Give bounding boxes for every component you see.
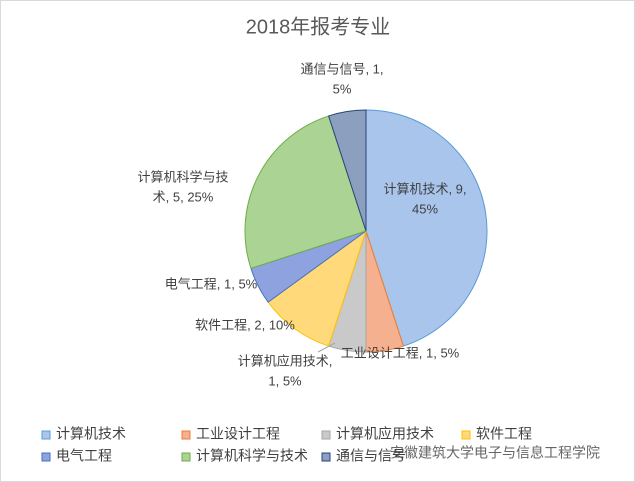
pie-slice bbox=[267, 229, 367, 347]
data-label: 通信与信号, 1, bbox=[300, 61, 383, 76]
data-label: 计算机技术, 9, bbox=[383, 181, 466, 196]
legend-swatch bbox=[41, 452, 51, 462]
data-label: 1, 5% bbox=[268, 373, 302, 388]
leader-line bbox=[317, 342, 336, 353]
pie-slice bbox=[327, 109, 367, 232]
data-label: 45% bbox=[412, 201, 438, 216]
legend-swatch bbox=[181, 430, 191, 440]
legend-swatch bbox=[461, 430, 471, 440]
data-label: 软件工程, 2, 10% bbox=[195, 317, 295, 332]
watermark: 安徽建筑大学电子与信息工程学院 bbox=[390, 445, 600, 461]
legend-swatch bbox=[321, 452, 331, 462]
legend-label: 电气工程 bbox=[56, 448, 112, 464]
chart-title: 2018年报考专业 bbox=[246, 15, 391, 38]
legend-swatch bbox=[181, 452, 191, 462]
pie-slice bbox=[365, 109, 488, 347]
legend-label: 计算机科学与技术 bbox=[196, 448, 308, 464]
data-label: 计算机科学与技 bbox=[137, 169, 228, 184]
legend-swatch bbox=[321, 430, 331, 440]
data-label: 电气工程, 1, 5% bbox=[165, 276, 258, 291]
legend-label: 计算机技术 bbox=[56, 426, 126, 442]
data-label: 计算机应用技术, bbox=[238, 353, 333, 368]
legend-label: 通信与信号 bbox=[336, 448, 406, 464]
legend-label: 计算机应用技术 bbox=[336, 426, 434, 442]
pie-slice bbox=[244, 115, 367, 270]
data-label: 5% bbox=[333, 81, 352, 96]
data-label: 工业设计工程, 1, 5% bbox=[341, 345, 460, 360]
legend-swatch bbox=[41, 430, 51, 440]
data-label: 术, 5, 25% bbox=[153, 189, 214, 204]
legend-label: 软件工程 bbox=[476, 426, 532, 442]
legend-label: 工业设计工程 bbox=[196, 426, 280, 442]
